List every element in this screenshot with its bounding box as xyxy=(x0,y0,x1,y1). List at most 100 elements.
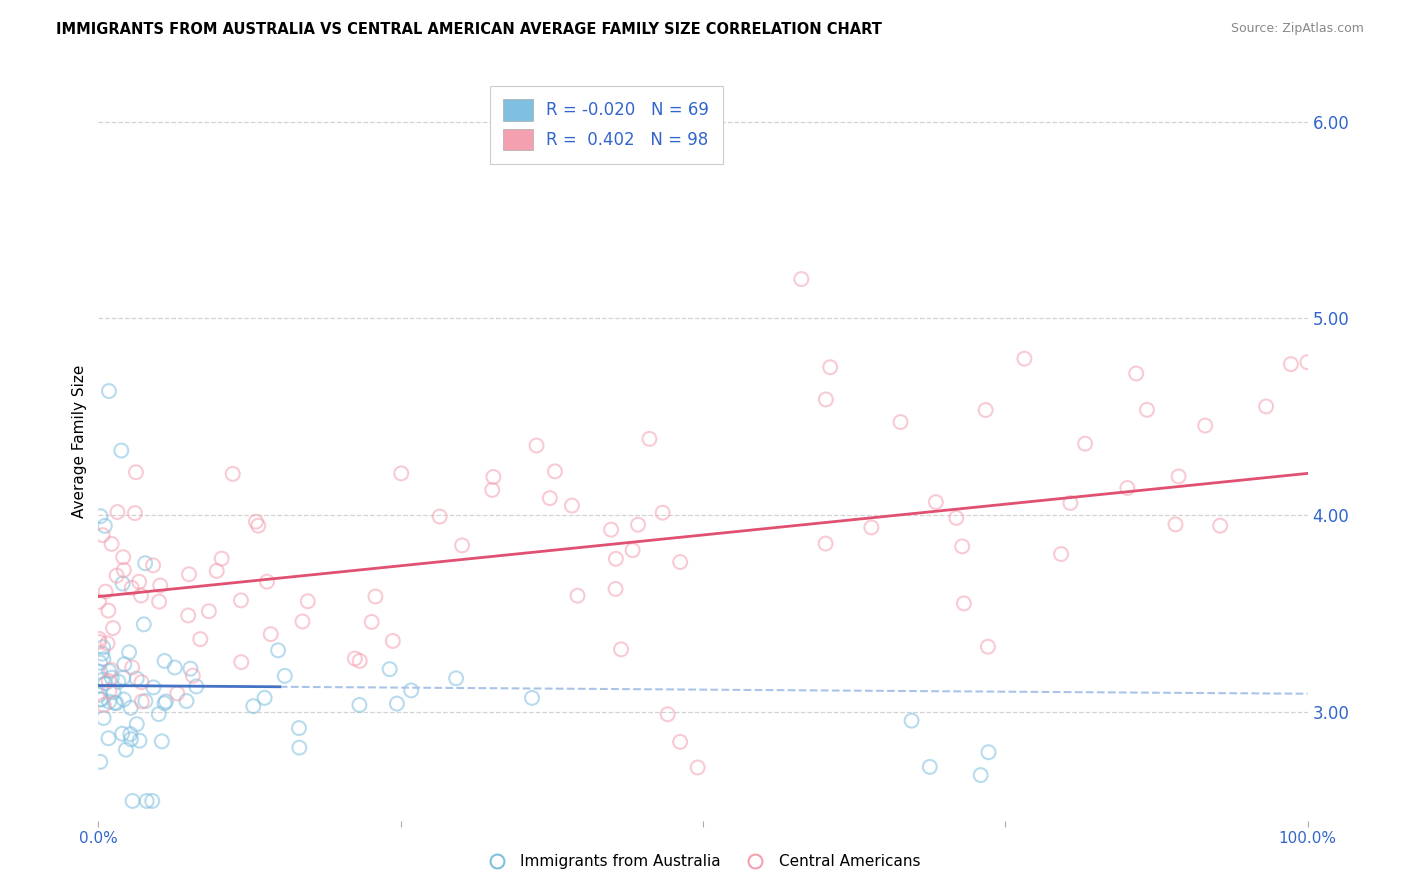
Point xyxy=(222,467,245,481)
Point xyxy=(121,660,143,674)
Point xyxy=(89,656,111,670)
Point xyxy=(1116,481,1139,495)
Point xyxy=(205,564,228,578)
Point xyxy=(349,698,371,712)
Point xyxy=(890,415,912,429)
Point xyxy=(104,696,127,710)
Point xyxy=(814,392,837,407)
Point xyxy=(364,590,387,604)
Point xyxy=(125,672,148,686)
Point xyxy=(657,707,679,722)
Point xyxy=(567,589,589,603)
Point xyxy=(977,745,1000,759)
Point xyxy=(482,470,505,484)
Point xyxy=(103,685,125,699)
Y-axis label: Average Family Size: Average Family Size xyxy=(72,365,87,518)
Point xyxy=(399,683,422,698)
Text: Source: ZipAtlas.com: Source: ZipAtlas.com xyxy=(1230,22,1364,36)
Point xyxy=(256,574,278,589)
Point xyxy=(686,760,709,774)
Point xyxy=(112,563,135,577)
Point xyxy=(945,511,967,525)
Point xyxy=(112,671,135,685)
Point xyxy=(638,432,661,446)
Point xyxy=(198,604,221,618)
Point xyxy=(1050,547,1073,561)
Point xyxy=(669,555,692,569)
Point xyxy=(112,692,135,706)
Point xyxy=(93,698,115,712)
Point xyxy=(105,568,128,582)
Point xyxy=(134,556,156,570)
Point xyxy=(605,551,627,566)
Point xyxy=(141,794,163,808)
Point xyxy=(481,483,503,497)
Point xyxy=(245,515,267,529)
Point xyxy=(451,538,474,552)
Point xyxy=(1167,469,1189,483)
Point xyxy=(429,509,451,524)
Point xyxy=(360,615,382,629)
Point xyxy=(128,574,150,589)
Point xyxy=(121,794,143,808)
Point xyxy=(950,540,973,554)
Point xyxy=(121,581,143,595)
Point xyxy=(349,654,371,668)
Point xyxy=(110,443,132,458)
Point xyxy=(343,651,366,665)
Point xyxy=(91,647,114,661)
Point xyxy=(131,675,153,690)
Point xyxy=(94,584,117,599)
Point xyxy=(149,578,172,592)
Point xyxy=(107,674,129,689)
Point xyxy=(297,594,319,608)
Point xyxy=(1279,357,1302,371)
Point xyxy=(134,694,156,708)
Point xyxy=(97,673,120,688)
Point xyxy=(89,665,111,679)
Point xyxy=(97,731,120,746)
Point xyxy=(188,632,211,647)
Point xyxy=(291,615,314,629)
Point xyxy=(142,681,165,695)
Point xyxy=(242,699,264,714)
Point xyxy=(253,690,276,705)
Point xyxy=(89,755,111,769)
Point xyxy=(176,694,198,708)
Point xyxy=(526,438,548,452)
Point xyxy=(96,636,118,650)
Point xyxy=(153,654,176,668)
Point xyxy=(1164,517,1187,532)
Point xyxy=(100,663,122,677)
Point xyxy=(132,617,155,632)
Point xyxy=(918,760,941,774)
Point xyxy=(1296,355,1319,369)
Point xyxy=(977,640,1000,654)
Point xyxy=(274,669,297,683)
Point xyxy=(163,660,186,674)
Point xyxy=(669,735,692,749)
Point xyxy=(267,643,290,657)
Point xyxy=(87,595,110,609)
Point xyxy=(1136,402,1159,417)
Point xyxy=(381,634,404,648)
Point xyxy=(89,635,111,649)
Point xyxy=(260,627,283,641)
Point xyxy=(538,491,561,505)
Point xyxy=(860,520,883,534)
Point xyxy=(229,593,252,607)
Point xyxy=(1074,436,1097,450)
Point xyxy=(91,673,114,687)
Point xyxy=(120,701,142,715)
Point xyxy=(231,655,253,669)
Point xyxy=(444,671,467,685)
Point xyxy=(90,692,112,706)
Point xyxy=(544,464,567,478)
Legend: R = -0.020   N = 69, R =  0.402   N = 98: R = -0.020 N = 69, R = 0.402 N = 98 xyxy=(489,86,723,164)
Point xyxy=(177,608,200,623)
Point xyxy=(120,732,142,747)
Point xyxy=(621,543,644,558)
Point xyxy=(90,692,112,706)
Point xyxy=(389,467,412,481)
Point xyxy=(166,686,188,700)
